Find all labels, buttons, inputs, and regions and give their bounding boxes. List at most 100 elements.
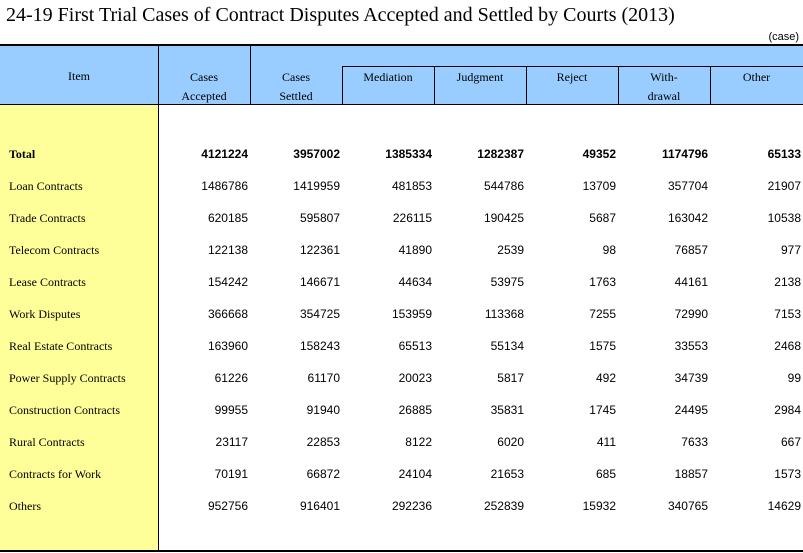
table-cell: 7153: [774, 307, 801, 321]
header-divider: [434, 66, 435, 104]
table-cell: 226115: [392, 211, 432, 225]
table-cell: 357704: [667, 179, 708, 193]
header-reject: Reject: [556, 70, 588, 84]
table-cell: 21907: [767, 179, 801, 193]
table-cell: 44634: [398, 275, 432, 289]
table-cell: 3957002: [293, 147, 340, 161]
table-cell: 1745: [589, 403, 616, 417]
header-divider: [526, 66, 527, 104]
table-cell: 158243: [299, 339, 340, 353]
item-column-divider: [158, 46, 159, 550]
table-cell: 66872: [306, 467, 340, 481]
table-cell: 481853: [391, 179, 432, 193]
table-bottom-border: [0, 550, 803, 552]
table-cell: 163042: [667, 211, 708, 225]
row-label: Contracts for Work: [9, 467, 102, 481]
table-cell: 33553: [674, 339, 708, 353]
header-bottom-border: [0, 104, 803, 105]
table-cell: 1573: [774, 467, 801, 481]
row-label: Work Disputes: [9, 307, 81, 321]
table-cell: 41890: [398, 243, 432, 257]
table-row: Construction Contracts 99955 91940 26885 358…: [0, 402, 803, 434]
table-cell: 1486786: [201, 179, 248, 193]
table-cell: 70191: [214, 467, 248, 481]
table-cell: 292236: [391, 499, 432, 513]
table-cell: 24495: [674, 403, 708, 417]
header-judgment: Judgment: [456, 70, 504, 84]
table-cell: 6020: [497, 435, 524, 449]
header-withdrawal-line1: With-: [650, 70, 678, 84]
table-cell: 620185: [207, 211, 248, 225]
row-label: Trade Contracts: [9, 211, 86, 225]
table-cell: 91940: [306, 403, 340, 417]
table-cell: 44161: [674, 275, 708, 289]
row-label: Telecom Contracts: [9, 243, 100, 257]
table-cell: 15932: [582, 499, 616, 513]
table-cell: 4121224: [201, 147, 248, 161]
table-cell: 1419959: [293, 179, 340, 193]
header-cases-accepted-line1: Cases: [190, 70, 218, 84]
table-cell: 411: [596, 435, 616, 449]
table-row: Others 952756 916401 292236 252839 15932 34076…: [0, 498, 803, 530]
table-cell: 26885: [398, 403, 432, 417]
table-row: Telecom Contracts 122138 122361 41890 2539 98…: [0, 242, 803, 274]
table-row: Rural Contracts 23117 22853 8122 6020 411 7633…: [0, 434, 803, 466]
table-cell: 23117: [215, 435, 248, 449]
table-cell: 13709: [582, 179, 616, 193]
table-cell: 113368: [484, 307, 524, 321]
header-divider: [342, 66, 343, 104]
table-row: Lease Contracts 154242 146671 44634 53975 176…: [0, 274, 803, 306]
table-cell: 7633: [681, 435, 708, 449]
table-cell: 153959: [391, 307, 432, 321]
table-cell: 8122: [405, 435, 432, 449]
table-cell: 7255: [589, 307, 616, 321]
table-row: Contracts for Work 70191 66872 24104 21653 68…: [0, 466, 803, 498]
table-cell: 35831: [490, 403, 524, 417]
table-cell: 366668: [207, 307, 248, 321]
table-cell: 49352: [582, 147, 616, 161]
header-divider: [250, 46, 251, 104]
row-label: Others: [9, 499, 41, 513]
table-cell: 14629: [767, 499, 801, 513]
row-label: Power Supply Contracts: [9, 371, 126, 385]
table-cell: 977: [780, 243, 801, 257]
row-label: Lease Contracts: [9, 275, 86, 289]
table-cell: 1763: [589, 275, 616, 289]
table-cell: 72990: [674, 307, 708, 321]
table-cell: 1282387: [477, 147, 524, 161]
unit-label: (case): [768, 31, 799, 43]
table-cell: 24104: [398, 467, 432, 481]
row-label: Loan Contracts: [9, 179, 83, 193]
table-cell: 154242: [207, 275, 248, 289]
header-subgroup-border: [342, 66, 803, 67]
table-cell: 20023: [398, 371, 432, 385]
table-cell: 61226: [214, 371, 248, 385]
row-label: Real Estate Contracts: [9, 339, 113, 353]
header-cases-accepted-line2: Accepted: [181, 89, 227, 103]
table-cell: 1385334: [385, 147, 432, 161]
table-top-border: [0, 44, 803, 46]
table-cell: 916401: [299, 499, 340, 513]
table-cell: 1575: [589, 339, 616, 353]
table-cell: 595807: [299, 211, 340, 225]
table-cell: 21653: [490, 467, 524, 481]
table-cell: 2539: [497, 243, 524, 257]
table-cell: 55134: [490, 339, 524, 353]
table-cell: 354725: [299, 307, 340, 321]
table-cell: 252839: [483, 499, 524, 513]
table-row: Work Disputes 366668 354725 153959 113368 725…: [0, 306, 803, 338]
header-cases-settled-line2: Settled: [279, 89, 313, 103]
table-cell: 76857: [674, 243, 708, 257]
table-cell: 340765: [667, 499, 708, 513]
table-cell: 163960: [207, 339, 248, 353]
table-cell: 53975: [490, 275, 524, 289]
table-row: Real Estate Contracts 163960 158243 65513 55…: [0, 338, 803, 370]
table-row: Loan Contracts 1486786 1419959 481853 544786…: [0, 178, 803, 210]
table-cell: 18857: [674, 467, 708, 481]
header-other: Other: [742, 70, 771, 84]
table-cell: 2138: [774, 275, 801, 289]
table-title: 24-19 First Trial Cases of Contract Disp…: [6, 4, 675, 26]
table-cell: 122138: [207, 243, 248, 257]
table-row-total: Total 4121224 3957002 1385334 1282387 49352 11…: [0, 146, 803, 178]
table-row: Power Supply Contracts 61226 61170 20023 581…: [0, 370, 803, 402]
